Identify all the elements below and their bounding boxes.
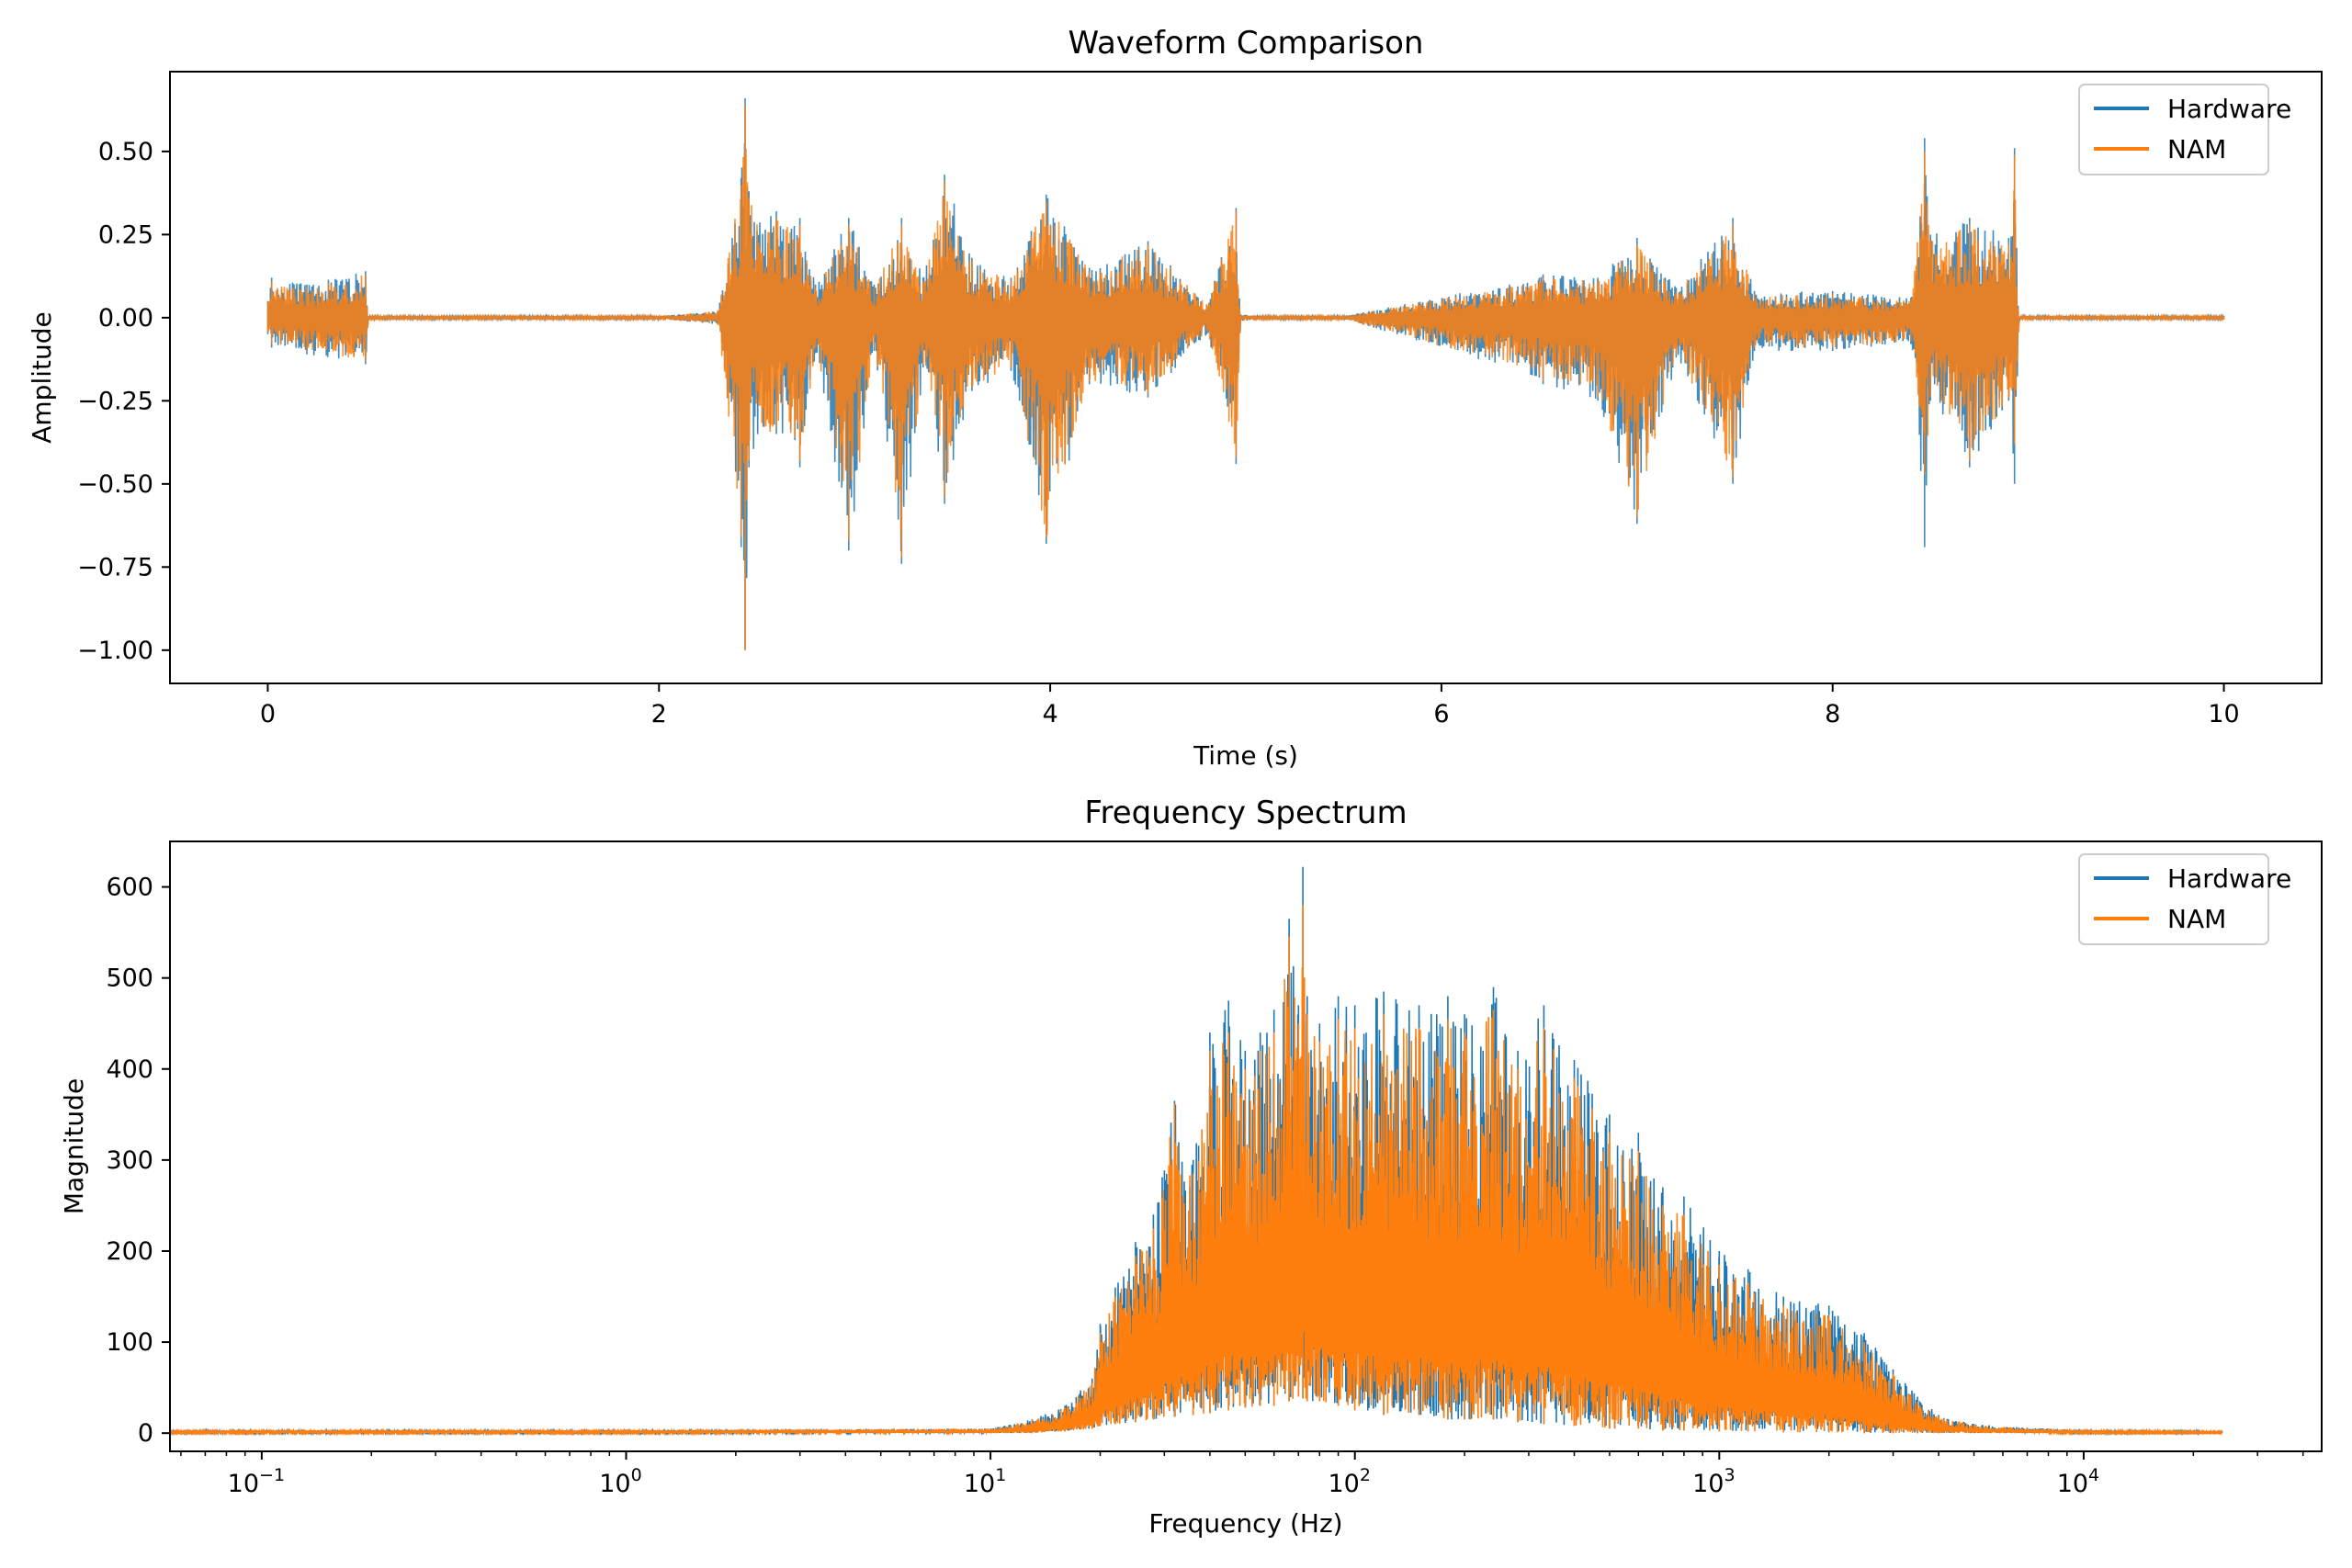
waveform-ytick-label: 0.50 bbox=[98, 138, 153, 166]
waveform-legend-hardware-label: Hardware bbox=[2167, 94, 2291, 124]
waveform-ytick-label: 0.00 bbox=[98, 304, 153, 333]
spectrum-legend-hardware-label: Hardware bbox=[2167, 863, 2291, 894]
spectrum-ytick-label: 600 bbox=[106, 874, 153, 902]
waveform-ytick-label: −0.25 bbox=[77, 387, 153, 415]
waveform-title: Waveform Comparison bbox=[1069, 25, 1424, 62]
waveform-xtick-label: 0 bbox=[260, 700, 276, 728]
spectrum-series-layer bbox=[169, 866, 2223, 1437]
waveform-ytick-label: 0.25 bbox=[98, 220, 153, 249]
waveform-xtick-label: 8 bbox=[1825, 700, 1840, 728]
spectrum-xtick-label: 103 bbox=[1692, 1465, 1735, 1498]
waveform-xtick-label: 6 bbox=[1433, 700, 1449, 728]
spectrum-xtick-label: 104 bbox=[2057, 1465, 2099, 1498]
waveform-panel: Waveform Comparison 0 2 4 6 8 10 0.50 0.25 0.00 −… bbox=[27, 25, 2323, 771]
spectrum-ylabel: Magnitude bbox=[59, 1078, 89, 1214]
waveform-xtick-label: 10 bbox=[2208, 700, 2239, 728]
waveform-ytick-label: −1.00 bbox=[77, 637, 153, 665]
spectrum-tick-layer: 10−1 100 101 102 103 104 0 100 200 300 400 500 600 bbox=[106, 874, 2304, 1498]
spectrum-xtick-label: 10−1 bbox=[228, 1465, 285, 1498]
waveform-xlabel: Time (s) bbox=[1193, 740, 1298, 771]
waveform-ytick-label: −0.50 bbox=[77, 470, 153, 499]
spectrum-ytick-label: 300 bbox=[106, 1146, 153, 1175]
waveform-axes-frame bbox=[169, 71, 2323, 684]
spectrum-title: Frequency Spectrum bbox=[1084, 795, 1407, 831]
spectrum-ytick-label: 100 bbox=[106, 1328, 153, 1357]
waveform-legend-nam-label: NAM bbox=[2167, 134, 2226, 164]
spectrum-legend-nam-label: NAM bbox=[2167, 904, 2226, 934]
spectrum-xtick-label: 101 bbox=[964, 1465, 1006, 1498]
spectrum-ytick-label: 0 bbox=[138, 1419, 153, 1448]
waveform-tick-layer: 0 2 4 6 8 10 0.50 0.25 0.00 −0.25 −0.50 −0.75 −1.00 bbox=[77, 138, 2239, 728]
spectrum-axes-frame bbox=[169, 840, 2323, 1452]
waveform-ylabel: Amplitude bbox=[27, 311, 57, 444]
waveform-series-layer bbox=[266, 98, 2225, 650]
spectrum-legend: Hardware NAM bbox=[2078, 853, 2291, 945]
spectrum-series-nam bbox=[169, 905, 2223, 1437]
spectrum-xlabel: Frequency (Hz) bbox=[1148, 1508, 1342, 1539]
spectrum-ytick-label: 200 bbox=[106, 1237, 153, 1266]
spectrum-ytick-label: 500 bbox=[106, 964, 153, 993]
spectrum-xtick-label: 100 bbox=[599, 1465, 641, 1498]
spectrum-panel: Frequency Spectrum 10−1 100 101 102 103 10401… bbox=[59, 795, 2323, 1539]
spectrum-ytick-label: 400 bbox=[106, 1055, 153, 1084]
waveform-legend: Hardware NAM bbox=[2078, 84, 2291, 175]
waveform-series-nam bbox=[266, 105, 2225, 650]
waveform-ytick-label: −0.75 bbox=[77, 553, 153, 581]
spectrum-xtick-label: 102 bbox=[1328, 1465, 1370, 1498]
waveform-xtick-label: 2 bbox=[651, 700, 667, 728]
waveform-xtick-label: 4 bbox=[1042, 700, 1057, 728]
